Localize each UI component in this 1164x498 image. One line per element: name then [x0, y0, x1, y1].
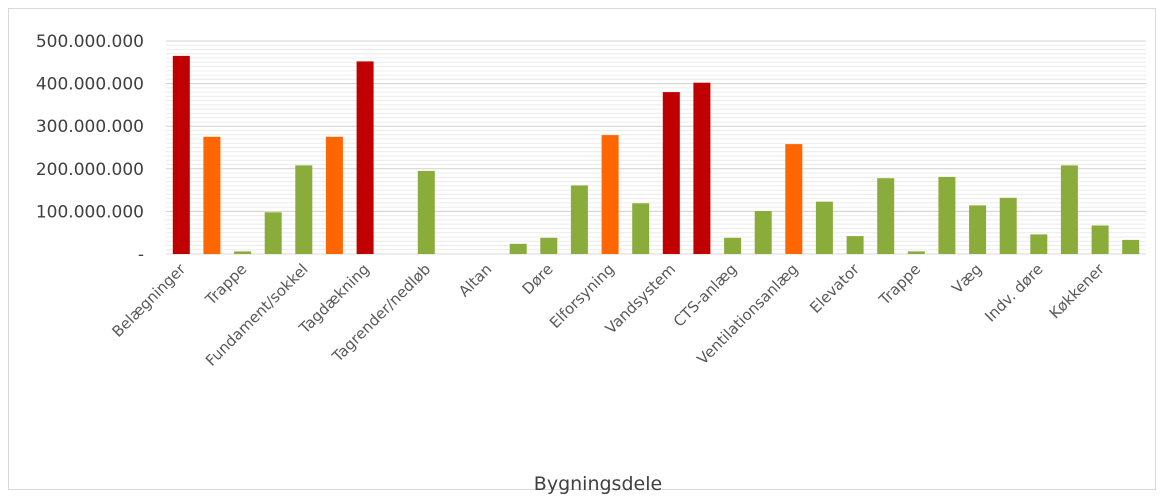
x-tick-label: Køkkener — [1046, 260, 1109, 323]
bar — [295, 165, 313, 254]
x-tick-label: Fundament/sokkel — [202, 260, 312, 370]
bar — [203, 136, 221, 254]
y-tick-label: 400.000.000 — [36, 75, 144, 95]
bar — [601, 135, 619, 254]
x-tick-label: Væg — [948, 260, 985, 297]
bar — [1091, 225, 1109, 254]
x-tick-label: Ventilationsanlæg — [694, 260, 802, 368]
x-tick-label: Indv. døre — [981, 260, 1046, 325]
y-tick-label: 300.000.000 — [36, 117, 144, 137]
bar — [1030, 234, 1048, 254]
bar — [724, 237, 742, 254]
bar — [662, 92, 680, 254]
x-tick-label: Elevator — [806, 260, 863, 317]
bar — [234, 251, 252, 254]
bar — [815, 201, 833, 254]
bar — [907, 251, 925, 254]
bar — [1060, 165, 1078, 254]
x-tick-label: Belægninger — [108, 260, 189, 341]
bar — [846, 236, 864, 254]
x-axis-labels: Belægninger TrappeFundament/sokkelTagdækn… — [108, 260, 1108, 370]
bar — [1122, 239, 1140, 254]
x-tick-label: Døre — [519, 260, 557, 298]
bar — [785, 144, 803, 254]
x-axis-title: Bygningsdele — [534, 473, 662, 495]
y-tick-label: 200.000.000 — [36, 160, 144, 180]
bars — [172, 55, 1140, 255]
bar — [172, 55, 190, 255]
bar — [693, 82, 711, 254]
y-tick-label: 500.000.000 — [36, 32, 144, 52]
bar — [632, 203, 650, 254]
bar — [264, 212, 282, 254]
y-axis-ticks: - 100.000.000 200.000.000 300.000.000 400.00… — [36, 32, 144, 265]
gridlines — [166, 40, 1146, 255]
bar — [325, 136, 343, 254]
x-tick-label: Trappe — [201, 260, 250, 309]
x-tick-label: Trappe — [875, 260, 924, 309]
bar — [969, 205, 987, 254]
bar — [999, 197, 1017, 254]
y-tick-label: 100.000.000 — [36, 202, 144, 222]
bar — [877, 178, 895, 254]
bar — [417, 170, 435, 254]
bar — [540, 237, 558, 254]
x-tick-label: Altan — [455, 260, 495, 300]
y-tick-label: - — [138, 245, 144, 265]
bar — [509, 243, 527, 254]
bar — [570, 185, 588, 254]
bar — [754, 211, 772, 254]
bar — [356, 61, 374, 255]
bar — [938, 176, 956, 254]
